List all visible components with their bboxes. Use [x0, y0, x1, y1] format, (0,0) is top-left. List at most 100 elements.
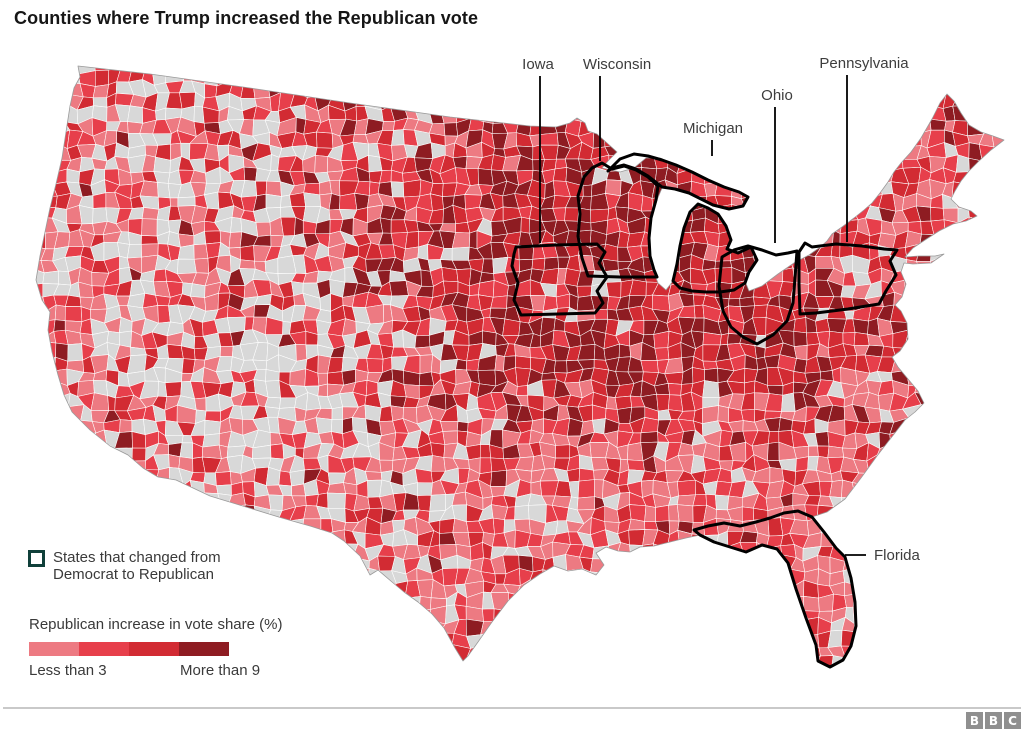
county-cell: [976, 530, 995, 548]
county-cell: [341, 556, 356, 572]
county-cell: [952, 629, 972, 643]
county-cell: [64, 467, 84, 485]
county-cell: [232, 559, 246, 570]
county-cell: [794, 655, 808, 667]
county-cell: [594, 657, 608, 667]
county-cell: [901, 608, 920, 620]
county-cell: [902, 680, 921, 698]
county-cell: [919, 233, 935, 249]
county-cell: [767, 644, 783, 661]
county-cell: [728, 604, 746, 624]
county-cell: [741, 232, 754, 247]
county-cell: [36, 155, 44, 175]
county-cell: [767, 66, 783, 69]
county-cell: [390, 617, 405, 634]
county-cell: [932, 696, 945, 705]
county-cell: [352, 654, 372, 667]
county-cell: [978, 83, 996, 99]
county-cell: [477, 657, 494, 667]
county-cell: [319, 692, 331, 708]
county-cell: [116, 456, 133, 471]
county-cell: [1005, 145, 1019, 157]
county-cell: [966, 494, 984, 510]
county-cell: [256, 517, 268, 536]
county-cell: [451, 246, 470, 261]
county-cell: [656, 642, 668, 657]
state-label-florida: Florida: [874, 547, 921, 564]
county-cell: [965, 641, 982, 659]
county-cell: [115, 508, 134, 520]
county-cell: [953, 469, 970, 485]
county-cell: [15, 259, 31, 268]
county-cell: [965, 68, 982, 85]
county-cell: [914, 104, 931, 123]
county-cell: [902, 533, 918, 547]
county-cell: [641, 93, 658, 111]
county-cell: [654, 556, 672, 569]
county-cell: [277, 531, 295, 549]
county-cell: [865, 533, 880, 549]
county-cell: [91, 443, 107, 459]
county-cell: [318, 66, 333, 74]
county-cell: [603, 131, 622, 148]
county-cell: [806, 181, 820, 198]
county-cell: [402, 659, 418, 667]
county-cell: [514, 505, 530, 520]
county-cell: [654, 616, 672, 634]
county-cell: [928, 544, 947, 560]
county-cell: [754, 686, 770, 696]
county-cell: [615, 660, 632, 667]
county-cell: [139, 508, 157, 522]
county-cell: [36, 519, 45, 536]
county-cell: [615, 631, 635, 649]
county-cell: [989, 83, 1004, 95]
county-cell: [643, 595, 656, 607]
county-cell: [714, 267, 733, 285]
county-cell: [36, 71, 46, 84]
county-cell: [630, 646, 647, 662]
county-cell: [54, 531, 66, 548]
county-cell: [965, 654, 984, 667]
county-cell: [15, 96, 30, 111]
county-cell: [842, 95, 859, 111]
county-cell: [417, 494, 432, 512]
county-cell: [768, 605, 781, 624]
county-cell: [727, 142, 741, 158]
county-cell: [39, 105, 58, 123]
county-cell: [442, 430, 459, 445]
county-cell: [36, 217, 46, 237]
county-cell: [990, 681, 1007, 698]
county-cell: [520, 682, 532, 699]
county-cell: [1002, 470, 1004, 483]
county-cell: [728, 580, 744, 599]
county-cell: [553, 658, 571, 667]
county-cell: [907, 318, 919, 331]
county-cell: [36, 95, 45, 111]
county-cell: [982, 579, 997, 599]
county-cell: [904, 269, 921, 284]
county-cell: [970, 572, 983, 584]
county-cell: [978, 66, 992, 69]
county-cell: [941, 568, 957, 585]
page-title: Counties where Trump increased the Repub…: [14, 8, 479, 28]
county-cell: [656, 393, 670, 412]
county-cell: [554, 69, 572, 85]
county-cell: [265, 680, 279, 698]
county-cell: [904, 279, 921, 297]
county-cell: [265, 380, 282, 399]
county-cell: [904, 92, 922, 107]
county-cell: [877, 107, 897, 125]
county-cell: [978, 66, 991, 87]
county-cell: [952, 593, 968, 609]
county-cell: [440, 107, 459, 124]
county-cell: [366, 593, 384, 608]
county-cell: [930, 79, 947, 95]
county-cell: [976, 506, 994, 523]
county-cell: [419, 354, 433, 375]
county-cell: [952, 93, 969, 107]
county-cell: [42, 519, 56, 533]
county-cell: [677, 597, 694, 609]
county-cell: [876, 454, 894, 470]
county-cell: [36, 380, 45, 397]
county-cell: [17, 421, 31, 433]
